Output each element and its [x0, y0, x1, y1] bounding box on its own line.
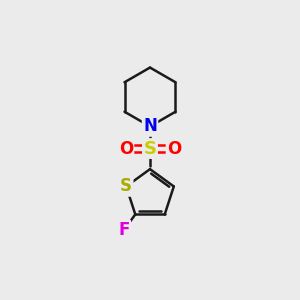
- Text: O: O: [167, 140, 181, 158]
- Text: N: N: [143, 117, 157, 135]
- Text: S: S: [143, 140, 157, 158]
- Text: S: S: [120, 177, 132, 195]
- Text: F: F: [118, 221, 130, 239]
- Text: O: O: [119, 140, 133, 158]
